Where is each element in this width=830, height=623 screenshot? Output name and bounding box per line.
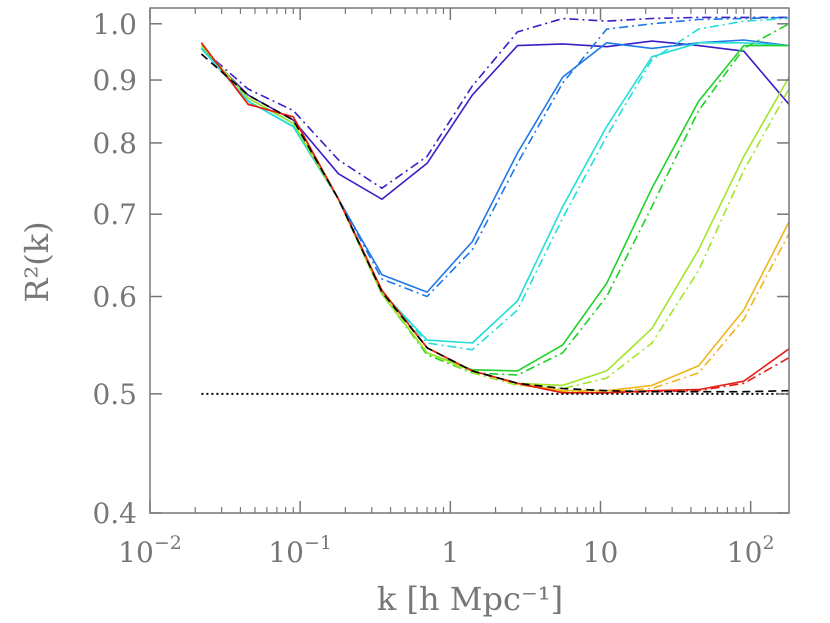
x-tick-label-3: 10 bbox=[583, 536, 619, 569]
x-tick-label-1: 10−1 bbox=[268, 532, 332, 569]
x-tick-label-4: 102 bbox=[727, 532, 775, 569]
series-line-5 bbox=[200, 17, 790, 351]
series-layer bbox=[200, 16, 790, 395]
y-tick-label-0: 0.4 bbox=[92, 497, 137, 530]
y-tick-label-4: 0.8 bbox=[92, 127, 137, 160]
ticks-layer: 10−2 10−1 1 10 102 0.4 0.5 0.6 0.7 0.8 0.9 1.0 bbox=[92, 8, 789, 569]
y-tick-label-5: 0.9 bbox=[92, 64, 137, 97]
plot-frame bbox=[149, 7, 790, 514]
y-tick-label-1: 0.5 bbox=[92, 378, 137, 411]
y-axis-label: R²(k) bbox=[18, 221, 56, 302]
series-line-9 bbox=[200, 45, 790, 390]
x-axis-label: k [h Mpc⁻¹] bbox=[377, 580, 563, 618]
y-tick-label-3: 0.7 bbox=[92, 198, 137, 231]
series-line-13 bbox=[200, 42, 790, 394]
series-line-14 bbox=[200, 53, 790, 393]
y-tick-label-2: 0.6 bbox=[92, 281, 137, 314]
x-tick-label-0: 10−2 bbox=[118, 532, 182, 569]
y-tick-label-6: 1.0 bbox=[92, 8, 137, 41]
series-line-1 bbox=[200, 16, 789, 189]
x-tick-label-2: 1 bbox=[441, 536, 459, 569]
